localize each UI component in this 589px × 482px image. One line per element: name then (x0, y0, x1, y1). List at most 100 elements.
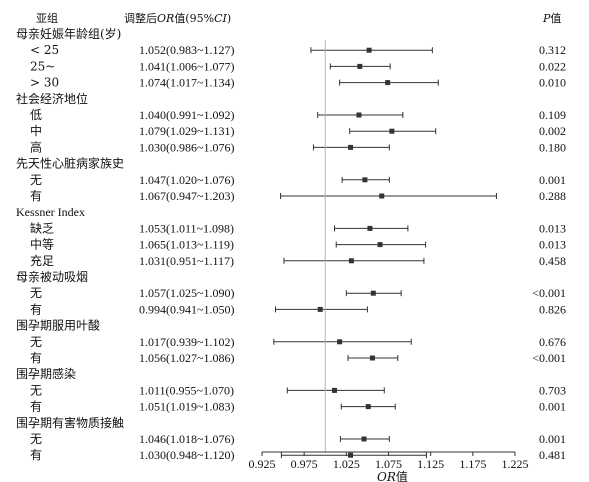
p-value: 0.109 (539, 108, 566, 122)
p-value: 0.022 (539, 59, 566, 73)
subgroup-label: 中 (30, 123, 42, 138)
or-point (317, 306, 323, 312)
or-point (377, 242, 383, 248)
subgroup-label: 无 (30, 383, 42, 397)
subgroup-label: 低 (30, 108, 42, 122)
subgroup-label: 中等 (30, 237, 54, 252)
subgroup-label: 有 (30, 351, 42, 365)
subgroup-label: 无 (30, 286, 42, 300)
subgroup-label: 高 (30, 139, 42, 154)
or-ci-text: 1.047(1.020~1.076) (139, 173, 234, 187)
or-ci-text: 1.041(1.006~1.077) (139, 59, 234, 73)
table-rows: 母亲妊娠年龄组(岁) < 25 1.052(0.983~1.127) 0.312 25~… (16, 26, 566, 462)
or-point (366, 47, 372, 53)
or-ci-text: 1.053(1.011~1.098) (139, 221, 234, 235)
or-ci-text: 1.056(1.027~1.086) (139, 351, 234, 365)
subgroup-label: 25~ (30, 59, 55, 73)
x-tick-label: 0.975 (291, 457, 318, 471)
or-point (337, 339, 343, 345)
or-ci-text: 0.994(0.941~1.050) (139, 302, 234, 316)
subgroup-label: 无 (30, 432, 42, 446)
or-ci-text: 1.074(1.017~1.134) (139, 76, 234, 90)
p-header: P值 (542, 12, 561, 25)
x-tick-label: 0.925 (249, 457, 276, 471)
p-value: 0.013 (539, 238, 566, 252)
or-point (367, 225, 373, 231)
group-heading: 围孕期服用叶酸 (16, 318, 100, 333)
x-tick-label: 1.125 (417, 457, 444, 471)
p-value: 0.676 (539, 335, 566, 349)
column-headers: 亚组 调整后OR值(95%CI) P值 (36, 11, 561, 25)
or-ci-text: 1.017(0.939~1.102) (139, 335, 234, 349)
p-value: 0.481 (539, 448, 566, 462)
or-ci-text: 1.057(1.025~1.090) (139, 286, 234, 300)
subgroup-label: 有 (30, 302, 42, 316)
subgroup-label: < 25 (30, 43, 59, 57)
or-ci-text: 1.011(0.955~1.070) (139, 383, 234, 397)
or-ci-text: 1.030(0.948~1.120) (139, 448, 234, 462)
group-heading: 围孕期有害物质接触 (16, 415, 124, 430)
or-point (362, 177, 368, 183)
p-value: 0.001 (539, 173, 566, 187)
p-value: 0.312 (539, 43, 566, 57)
group-heading: 社会经济地位 (16, 91, 88, 106)
group-heading: 围孕期感染 (16, 366, 76, 381)
subgroup-label: 有 (30, 400, 42, 414)
x-tick-label: 1.075 (375, 457, 402, 471)
p-value: 0.288 (539, 189, 566, 203)
or-point (369, 355, 375, 361)
subgroup-label: 无 (30, 335, 42, 349)
subgroup-label: > 30 (30, 76, 59, 90)
or-point (348, 258, 354, 264)
p-value: 0.010 (539, 76, 566, 90)
or-point (365, 404, 371, 410)
or-ci-text: 1.030(0.986~1.076) (139, 140, 234, 154)
p-value: 0.002 (539, 124, 566, 138)
group-heading: 母亲被动吸烟 (16, 270, 88, 284)
or-point (379, 193, 385, 199)
subgroup-label: 有 (30, 448, 42, 462)
or-ci-text: 1.065(1.013~1.119) (139, 238, 234, 252)
or-point (356, 112, 362, 118)
subgroup-label: 有 (30, 189, 42, 203)
x-tick-label: 1.225 (502, 457, 529, 471)
or-ci-text: 1.040(0.991~1.092) (139, 108, 234, 122)
p-value: 0.180 (539, 140, 566, 154)
subgroup-header: 亚组 (36, 11, 58, 25)
group-heading: 先天性心脏病家族史 (16, 156, 124, 171)
plot-area (273, 40, 497, 459)
p-value: 0.001 (539, 400, 566, 414)
or-point (370, 290, 376, 296)
estimate-header: 调整后OR值(95%CI) (124, 11, 231, 25)
or-ci-text: 1.079(1.029~1.131) (139, 124, 234, 138)
x-tick-label: 1.175 (459, 457, 486, 471)
subgroup-label: 缺乏 (30, 220, 54, 235)
or-point (389, 128, 395, 134)
p-value: 0.458 (539, 254, 566, 268)
p-value: <0.001 (532, 351, 566, 365)
subgroup-label: 充足 (30, 253, 54, 268)
or-point (348, 452, 354, 458)
or-point (361, 436, 367, 442)
x-tick-label: 1.025 (333, 457, 360, 471)
or-point (348, 144, 354, 150)
or-point (385, 80, 391, 86)
or-point (332, 387, 338, 393)
p-value: 0.001 (539, 432, 566, 446)
x-axis: 0.925 0.975 1.025 1.075 1.125 1.175 1.225 OR值 (249, 451, 529, 482)
p-value: 0.013 (539, 221, 566, 235)
or-ci-text: 1.031(0.951~1.117) (139, 254, 234, 268)
subgroup-label: 无 (30, 173, 42, 187)
or-ci-text: 1.051(1.019~1.083) (139, 400, 234, 414)
or-ci-text: 1.052(0.983~1.127) (139, 43, 234, 57)
p-value: 0.826 (539, 302, 566, 316)
p-value: <0.001 (532, 286, 566, 300)
group-heading: Kessner Index (16, 205, 85, 219)
x-axis-label: OR值 (377, 469, 408, 482)
or-ci-text: 1.046(1.018~1.076) (139, 432, 234, 446)
group-heading: 母亲妊娠年龄组(岁) (16, 26, 121, 41)
or-point (357, 63, 363, 69)
p-value: 0.703 (539, 383, 566, 397)
or-ci-text: 1.067(0.947~1.203) (139, 189, 234, 203)
